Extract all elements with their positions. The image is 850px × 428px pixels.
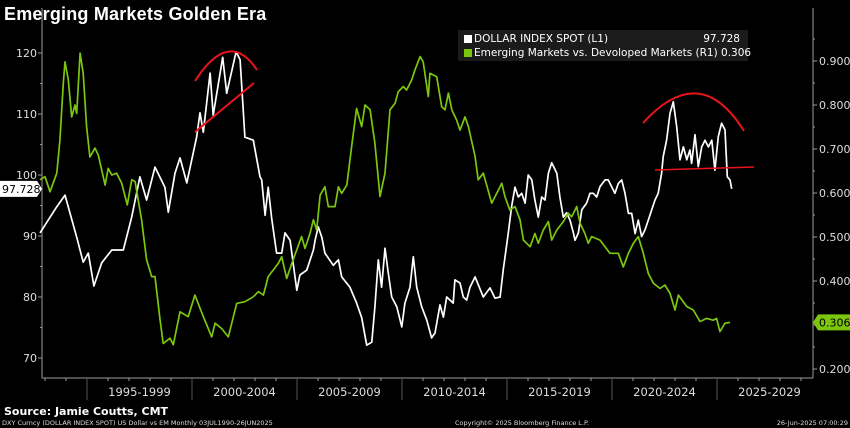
left-tick-label: 100 (16, 169, 37, 182)
legend-item-dxy: DOLLAR INDEX SPOT (L1) 97.728 (458, 32, 748, 46)
left-tick-label: 80 (23, 291, 37, 304)
source-note: Source: Jamie Coutts, CMT (4, 405, 169, 418)
left-tick-label: 110 (16, 108, 37, 121)
legend-label: DOLLAR INDEX SPOT (L1) (474, 33, 609, 45)
last-value-tag-left (0, 180, 42, 197)
legend-value: 97.728 (703, 33, 740, 45)
footer-timestamp: 26-Jun-2025 07:00:29 (776, 419, 848, 427)
x-tick-label: 2000-2004 (213, 385, 276, 399)
legend-item-em-vs-dm: Emerging Markets vs. Devoloped Markets (… (458, 46, 752, 60)
annotations (194, 50, 755, 171)
right-tick-label: 0.700 (819, 143, 850, 156)
right-tick-label: 0.900 (819, 55, 850, 68)
x-tick-label: 2025-2029 (738, 385, 801, 399)
legend-swatch-white (464, 35, 472, 43)
legend-label: Emerging Markets vs. Devoloped Markets (… (474, 47, 718, 59)
annotation-arc-2000 (194, 50, 258, 82)
series-line-dollar-index (39, 50, 733, 347)
left-tick-label: 90 (23, 230, 37, 243)
legend-swatch-green (464, 49, 472, 57)
left-tick-label: 70 (23, 352, 37, 365)
annotation-line-2022 (654, 166, 755, 171)
x-tick-label: 1995-1999 (108, 385, 171, 399)
series-line-em-vs-dm (39, 52, 731, 346)
x-tick-label: 2020-2024 (633, 385, 696, 399)
footer-copyright: Copyright© 2025 Bloomberg Finance L.P. (455, 419, 589, 427)
right-tick-label: 0.800 (819, 99, 850, 112)
x-tick-label: 2010-2014 (423, 385, 486, 399)
annotation-line-2000 (194, 82, 255, 133)
left-tick-label: 120 (16, 47, 37, 60)
right-tick-label: 0.600 (819, 187, 850, 200)
right-tick-label: 0.400 (819, 275, 850, 288)
right-tick-label: 0.200 (819, 363, 850, 376)
annotation-arc-2022 (642, 92, 745, 132)
right-tick-label: 0.500 (819, 231, 850, 244)
last-value-label-left: 97.728 (2, 183, 41, 196)
legend-value: 0.306 (721, 47, 752, 59)
x-tick-label: 2015-2019 (528, 385, 591, 399)
last-value-tag-right (813, 314, 850, 331)
legend: DOLLAR INDEX SPOT (L1) 97.728 Emerging M… (458, 30, 752, 61)
x-tick-label: 2005-2009 (318, 385, 381, 399)
footer-description: DXY Curncy (DOLLAR INDEX SPOT) US Dollar… (2, 419, 273, 427)
chart-title: Emerging Markets Golden Era (4, 4, 267, 24)
last-value-label-right: 0.306 (819, 316, 850, 329)
